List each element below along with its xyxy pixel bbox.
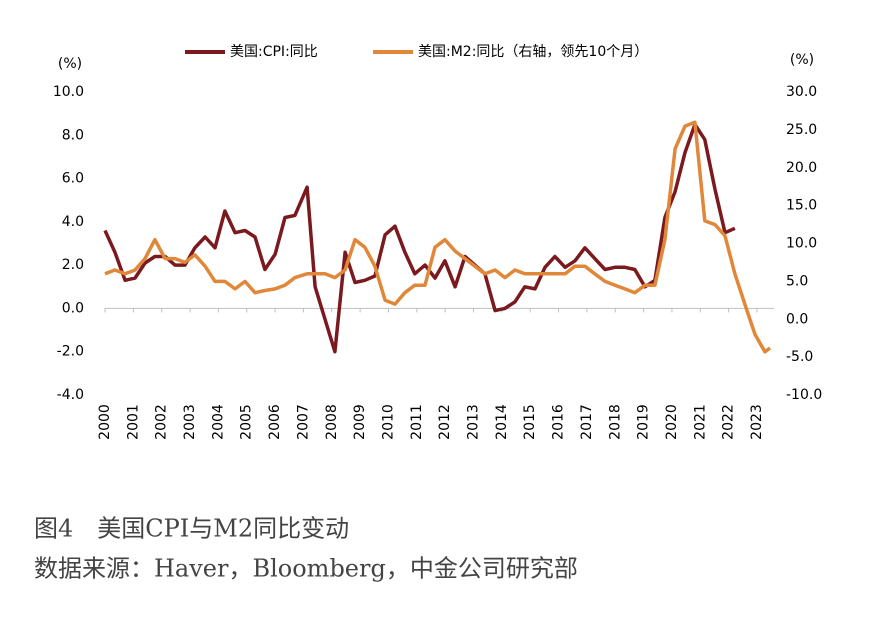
y-tick-label: 4.0 (62, 214, 84, 230)
y-tick-label: 2.0 (62, 257, 84, 273)
x-tick-label: 2008 (324, 404, 340, 440)
x-tick-label: 2003 (182, 404, 198, 440)
legend-label: 美国:M2:同比（右轴，领先10个月） (418, 44, 648, 60)
legend-label: 美国:CPI:同比 (230, 44, 318, 60)
y2-unit: (%) (790, 52, 814, 68)
x-tick-label: 2010 (380, 404, 396, 440)
x-tick-label: 2012 (437, 404, 453, 440)
y-tick-label: 6.0 (62, 171, 84, 187)
x-tick-label: 2021 (692, 404, 708, 440)
series-line (104, 120, 772, 354)
x-tick-label: 2016 (551, 404, 567, 440)
x-tick-label: 2002 (154, 404, 170, 440)
x-tick-label: 2006 (267, 404, 283, 440)
y-tick-label: 0.0 (62, 300, 84, 316)
y-unit: (%) (58, 56, 82, 72)
y2-tick-label: 15.0 (786, 198, 817, 214)
y-tick-label: 10.0 (53, 84, 84, 100)
x-tick-label: 2014 (494, 404, 510, 440)
x-tick-label: 2009 (352, 404, 368, 440)
x-tick-label: 2001 (125, 404, 141, 440)
y2-tick-label: 25.0 (786, 122, 817, 138)
y2-tick-label: 5.0 (786, 273, 808, 289)
x-tick-label: 2019 (636, 404, 652, 440)
y-tick-label: 8.0 (62, 127, 84, 143)
y-tick-label: -4.0 (57, 387, 84, 403)
x-tick-label: 2023 (749, 404, 765, 440)
series-line (103, 122, 736, 354)
x-tick-label: 2011 (409, 404, 425, 440)
x-tick-label: 2004 (210, 404, 226, 440)
x-tick-label: 2018 (607, 404, 623, 440)
y2-tick-label: -5.0 (786, 349, 813, 365)
y2-tick-label: 30.0 (786, 84, 817, 100)
x-tick-label: 2000 (97, 404, 113, 440)
y2-tick-label: -10.0 (786, 387, 822, 403)
x-tick-label: 2022 (721, 404, 737, 440)
source: 数据来源：Haver，Bloomberg，中金公司研究部 (34, 555, 578, 583)
x-tick-label: 2017 (579, 404, 595, 440)
y-tick-label: -2.0 (57, 344, 84, 360)
y2-tick-label: 20.0 (786, 160, 817, 176)
x-tick-label: 2015 (522, 404, 538, 440)
y2-tick-label: 10.0 (786, 236, 817, 252)
caption: 图4 美国CPI与M2同比变动 (34, 515, 349, 543)
x-tick-label: 2013 (466, 404, 482, 440)
x-tick-label: 2005 (239, 404, 255, 440)
x-tick-label: 2007 (295, 404, 311, 440)
y2-tick-label: 0.0 (786, 311, 808, 327)
x-tick-label: 2020 (664, 404, 680, 440)
